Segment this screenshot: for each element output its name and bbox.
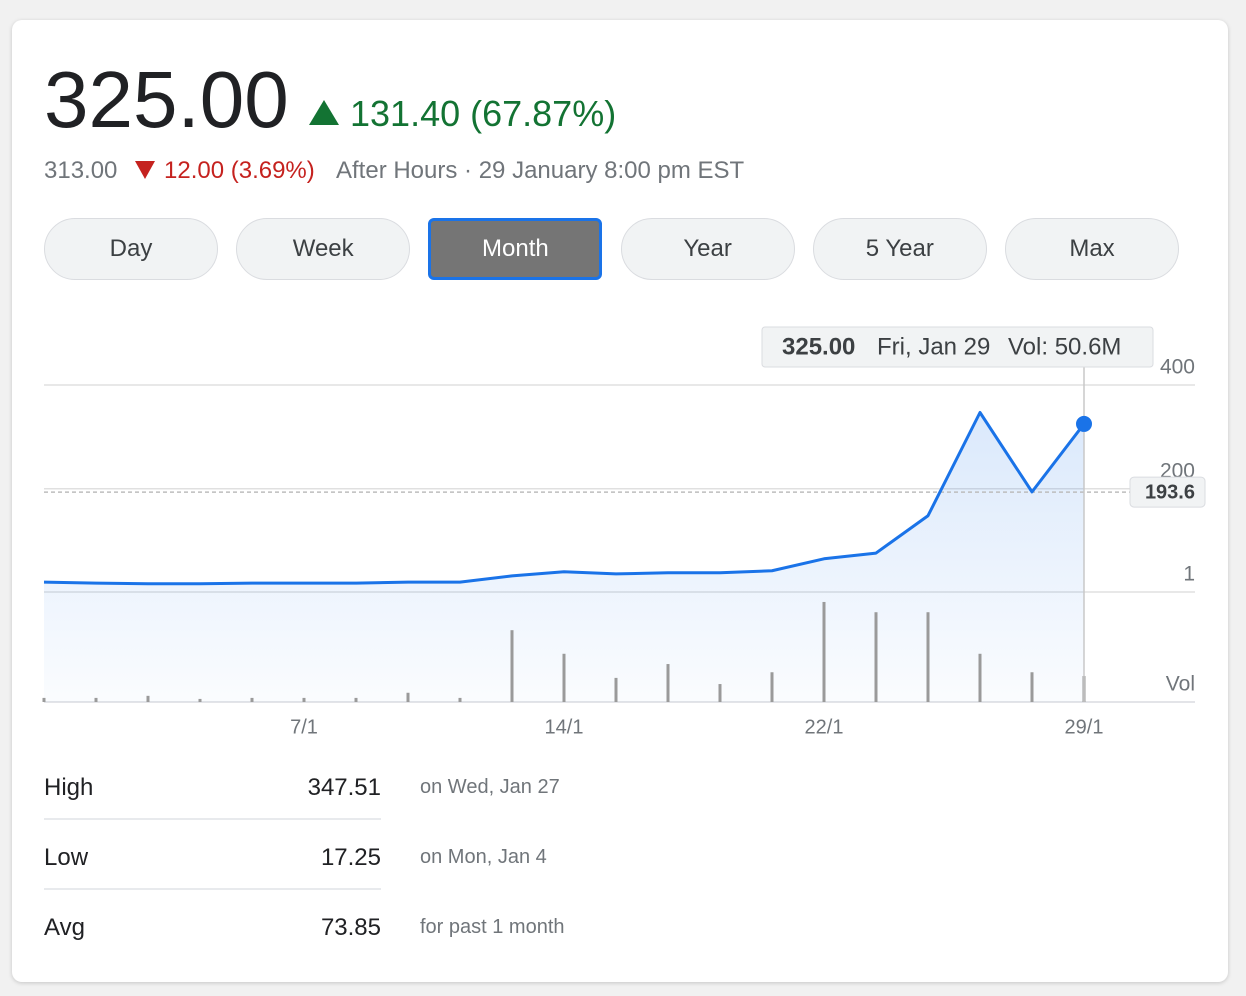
volume-bar [614, 677, 618, 702]
cursor-dot [1076, 415, 1092, 432]
volume-bar [302, 697, 306, 702]
volume-bar [250, 697, 254, 702]
x-tick-label: 29/1 [1065, 716, 1104, 738]
volume-bar [354, 697, 358, 702]
down-arrow [135, 161, 155, 179]
volume-bar [822, 601, 826, 702]
x-tick-label: 14/1 [545, 716, 584, 738]
price-change: 131.40 (67.87%) [350, 93, 617, 134]
y-tick-label: 400 [1160, 356, 1195, 379]
x-tick-label: 7/1 [290, 716, 318, 738]
volume-bar [978, 653, 982, 702]
volume-bar [718, 684, 722, 702]
volume-bar [406, 692, 410, 702]
volume-bar [510, 630, 514, 702]
stat-value: 17.25 [320, 844, 381, 871]
y-tick-label: 200 [1160, 459, 1195, 482]
y-tick-label: 1 [1183, 563, 1195, 586]
tooltip-volume: Vol: 50.6M [1008, 333, 1121, 360]
chart: 400 200 1 Vol 193.6 7/1 14/1 22/1 29/1 325.00 Fri,… [42, 326, 1206, 738]
range-button[interactable]: Day [44, 218, 218, 280]
range-button[interactable]: 5 Year [812, 218, 987, 280]
row-divider [44, 818, 381, 820]
stat-note: for past 1 month [420, 916, 565, 938]
after-hours-note: After Hours · 29 January 8:00 pm EST [336, 157, 745, 184]
volume-bar [94, 697, 98, 702]
volume-bar [874, 612, 878, 702]
tooltip-date: Fri, Jan 29 [877, 333, 990, 360]
after-hours-price: 313.00 [44, 157, 118, 184]
x-tick-label: 22/1 [805, 716, 844, 738]
tooltip-box [761, 326, 1154, 368]
volume-bar [42, 697, 46, 702]
range-button[interactable]: Month [428, 218, 603, 280]
price-line [43, 410, 1086, 586]
reference-label: 193.6 [1145, 481, 1195, 503]
volume-bar [770, 672, 774, 702]
stat-label: Low [44, 844, 89, 871]
price: 325.00 [44, 55, 289, 144]
stat-value: 347.51 [307, 774, 381, 801]
volume-label: Vol [1166, 673, 1195, 696]
volume-bar [666, 664, 670, 702]
stat-value: 73.85 [320, 914, 381, 941]
up-arrow [309, 100, 339, 125]
volume-bar [1030, 672, 1034, 702]
after-hours-change: 12.00 (3.69%) [164, 157, 315, 184]
row-divider [44, 888, 381, 890]
range-button[interactable]: Week [236, 218, 411, 280]
volume-bar [562, 653, 566, 702]
range-button[interactable]: Max [1005, 218, 1179, 280]
volume-bar [198, 698, 202, 702]
reference-label-box [1129, 476, 1206, 508]
stat-label: High [44, 774, 94, 801]
stat-note: on Mon, Jan 4 [420, 846, 547, 868]
volume-bar [926, 612, 930, 702]
range-button[interactable]: Year [620, 218, 795, 280]
stat-label: Avg [44, 914, 85, 941]
volume-bar [146, 695, 150, 702]
stat-note: on Wed, Jan 27 [420, 776, 560, 798]
volume-bar [458, 697, 462, 702]
tooltip-value: 325.00 [782, 333, 855, 360]
